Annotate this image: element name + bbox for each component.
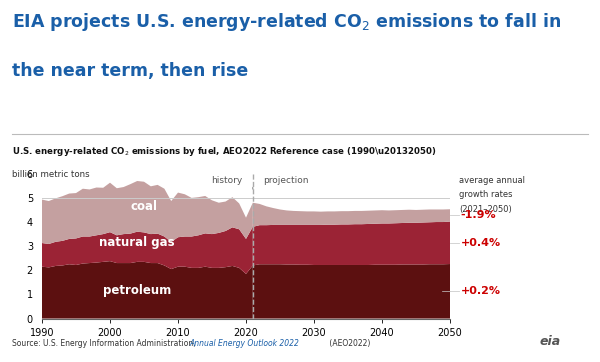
Text: +0.4%: +0.4% (461, 238, 501, 248)
Text: projection: projection (263, 176, 308, 185)
Text: coal: coal (131, 200, 158, 213)
Text: the near term, then rise: the near term, then rise (12, 62, 248, 80)
Text: (AEO2022): (AEO2022) (327, 338, 370, 348)
Text: history: history (211, 176, 242, 185)
Text: Source: U.S. Energy Information Administration,: Source: U.S. Energy Information Administ… (12, 338, 198, 348)
Text: U.S. energy-related CO$_2$ emissions by fuel, AEO2022 Reference case (1990\u2013: U.S. energy-related CO$_2$ emissions by … (12, 145, 437, 158)
Text: growth rates: growth rates (459, 190, 512, 199)
Text: average annual: average annual (459, 176, 525, 185)
Text: Annual Energy Outlook 2022: Annual Energy Outlook 2022 (189, 338, 299, 348)
Text: natural gas: natural gas (100, 236, 175, 249)
Text: billion metric tons: billion metric tons (12, 170, 89, 179)
Text: +0.2%: +0.2% (461, 286, 501, 296)
Text: -1.9%: -1.9% (461, 210, 496, 220)
Text: (2021–2050): (2021–2050) (459, 205, 512, 214)
Text: EIA projects U.S. energy-related CO$_2$ emissions to fall in: EIA projects U.S. energy-related CO$_2$ … (12, 11, 561, 33)
Text: eia: eia (540, 334, 561, 348)
Text: petroleum: petroleum (103, 284, 172, 297)
